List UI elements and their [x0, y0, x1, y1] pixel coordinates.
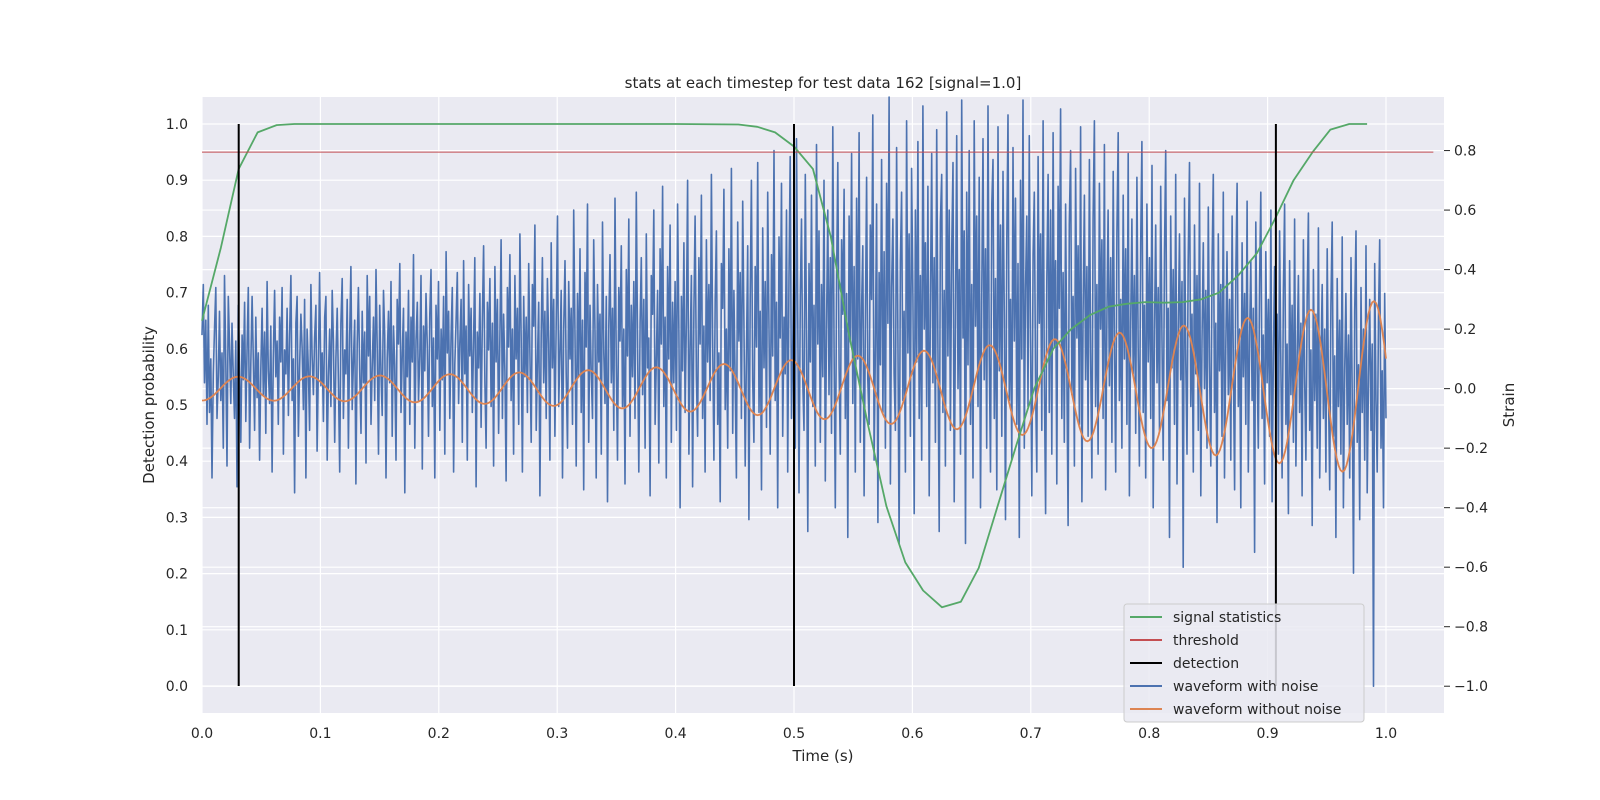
x-tick-label: 0.6	[901, 726, 923, 742]
y2-tick-label: 0.8	[1454, 144, 1476, 160]
x-tick-label: 0.8	[1138, 726, 1160, 742]
series-layer	[201, 96, 1434, 687]
legend-label-waveform-with-noise: waveform with noise	[1173, 679, 1318, 695]
y2-tick-label: −0.4	[1454, 501, 1488, 517]
legend-label-threshold: threshold	[1173, 633, 1239, 649]
x-tick-label: 0.4	[664, 726, 686, 742]
y2-tick-label: 0.2	[1454, 322, 1476, 338]
y-tick-label: 0.2	[166, 567, 188, 583]
x-tick-label: 0.1	[309, 726, 331, 742]
y2-tick-label: 0.4	[1454, 263, 1476, 279]
y2-tick-label: −0.6	[1454, 560, 1488, 576]
y2-axis-label: Strain	[1500, 383, 1518, 427]
x-tick-label: 1.0	[1375, 726, 1397, 742]
y-tick-label: 0.0	[166, 679, 188, 695]
y-tick-label: 0.6	[166, 342, 188, 358]
y-tick-label: 0.8	[166, 229, 188, 245]
legend: signal statistics threshold detection wa…	[1123, 603, 1365, 723]
y-tick-label: 0.4	[166, 454, 188, 470]
chart-title: stats at each timestep for test data 162…	[625, 74, 1022, 92]
legend-label-signal-statistics: signal statistics	[1173, 610, 1281, 626]
x-axis-label: Time (s)	[792, 747, 854, 765]
y-tick-label: 0.1	[166, 623, 188, 639]
y2-tick-label: −0.8	[1454, 620, 1488, 636]
series-signal-statistics	[201, 123, 1368, 609]
x-tick-label: 0.9	[1256, 726, 1278, 742]
y-tick-label: 0.7	[166, 286, 188, 302]
y-tick-label: 0.9	[166, 173, 188, 189]
y2-tick-label: −1.0	[1454, 679, 1488, 695]
y-tick-label: 0.5	[166, 398, 188, 414]
y2-tick-label: −0.2	[1454, 441, 1488, 457]
legend-label-detection: detection	[1173, 656, 1239, 672]
y-tick-label: 0.3	[166, 510, 188, 526]
x-tick-label: 0.2	[428, 726, 450, 742]
x-tick-label: 0.0	[191, 726, 213, 742]
ticks: 0.0 0.1 0.2 0.3 0.4 0.5 0.6 0.7 0.8 0.9 1.0 0.0 0.1 0…	[166, 117, 1488, 742]
y-axis-label: Detection probability	[140, 326, 158, 484]
y2-tick-label: 0.0	[1454, 382, 1476, 398]
x-tick-label: 0.3	[546, 726, 568, 742]
x-tick-label: 0.5	[783, 726, 805, 742]
legend-label-waveform-without-noise: waveform without noise	[1173, 702, 1341, 718]
y-tick-label: 1.0	[166, 117, 188, 133]
legend-box	[1123, 603, 1365, 723]
y2-tick-label: 0.6	[1454, 203, 1476, 219]
x-tick-label: 0.7	[1020, 726, 1042, 742]
